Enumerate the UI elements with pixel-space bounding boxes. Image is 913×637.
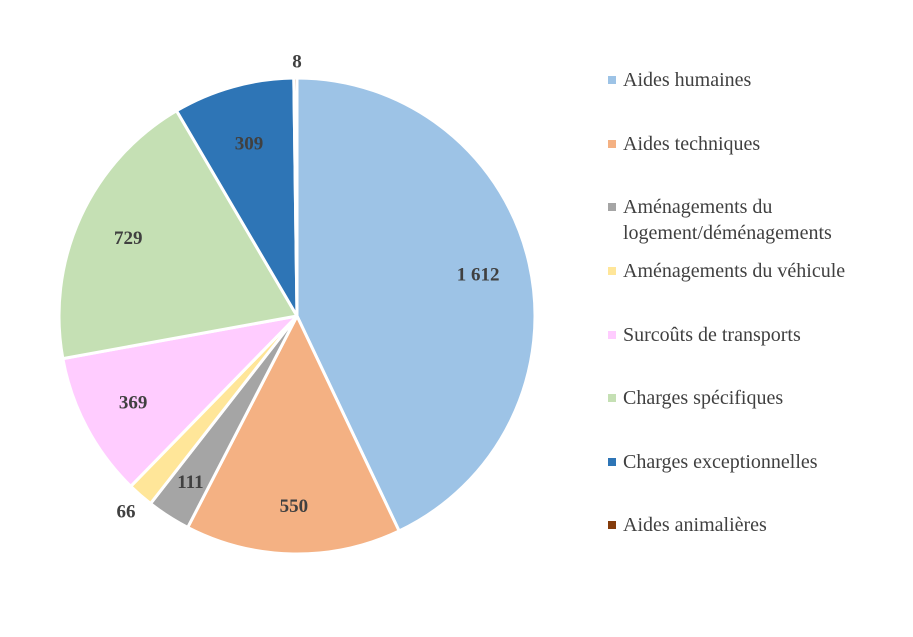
- pie-slices: [57, 76, 537, 556]
- legend-item-aides-humaines: Aides humaines: [608, 69, 752, 91]
- legend-item-aides-animalieres: Aides animalières: [608, 514, 767, 536]
- legend-marker-amenagements-du-vehicule: [608, 267, 616, 275]
- data-label-aides-humaines: 1 612: [457, 265, 500, 286]
- legend-item-surcouts-de-transports: Surcoûts de transports: [608, 324, 801, 346]
- data-label-amenagements-du-logement-demenagements: 111: [177, 472, 203, 493]
- data-label-aides-animalieres: 8: [292, 52, 302, 73]
- legend-marker-surcouts-de-transports: [608, 331, 616, 339]
- legend-label-amenagements-du-logement-demenagements: Aménagements du logement/déménagements: [623, 196, 832, 244]
- legend-marker-charges-exceptionnelles: [608, 458, 616, 466]
- legend-label-aides-animalieres: Aides animalières: [623, 514, 767, 536]
- legend-label-aides-humaines: Aides humaines: [623, 69, 752, 91]
- legend-marker-aides-animalieres: [608, 521, 616, 529]
- legend-marker-charges-specifiques: [608, 394, 616, 402]
- data-label-amenagements-du-vehicule: 66: [117, 502, 136, 523]
- slice-labels: 1 612 550 111 66 369 729 309 8: [114, 52, 499, 523]
- pie-slice-aides-techniques: [186, 314, 401, 556]
- legend-item-charges-exceptionnelles: Charges exceptionnelles: [608, 451, 818, 473]
- pie-slice-aides-animalieres: [292, 76, 299, 318]
- data-label-surcouts-de-transports: 369: [119, 393, 148, 414]
- pie-slice-surcouts-de-transports: [61, 314, 299, 488]
- legend-label-amenagements-du-vehicule: Aménagements du véhicule: [623, 260, 845, 282]
- pie-slice-aides-humaines: [295, 76, 537, 533]
- data-label-charges-specifiques: 729: [114, 228, 143, 249]
- legend-label-charges-exceptionnelles: Charges exceptionnelles: [623, 451, 818, 473]
- legend-label-surcouts-de-transports: Surcoûts de transports: [623, 324, 801, 346]
- legend-item-amenagements-du-vehicule: Aménagements du véhicule: [608, 260, 845, 282]
- legend-marker-aides-humaines: [608, 76, 616, 84]
- legend-item-charges-specifiques: Charges spécifiques: [608, 387, 783, 409]
- legend-label-charges-specifiques: Charges spécifiques: [623, 387, 783, 409]
- legend-marker-amenagements-du-logement-demenagements: [608, 203, 616, 211]
- legend: Aides humaines Aides techniques Aménagemen…: [608, 69, 845, 536]
- data-label-aides-techniques: 550: [280, 496, 309, 517]
- legend-marker-aides-techniques: [608, 140, 616, 148]
- pie-slice-charges-exceptionnelles: [175, 76, 299, 318]
- legend-label-aides-techniques: Aides techniques: [623, 133, 760, 155]
- pie-slice-charges-specifiques: [57, 109, 299, 361]
- data-label-charges-exceptionnelles: 309: [235, 134, 264, 155]
- legend-item-amenagements-du-logement-demenagements: Aménagements du logement/déménagements: [608, 196, 832, 244]
- legend-item-aides-techniques: Aides techniques: [608, 133, 760, 155]
